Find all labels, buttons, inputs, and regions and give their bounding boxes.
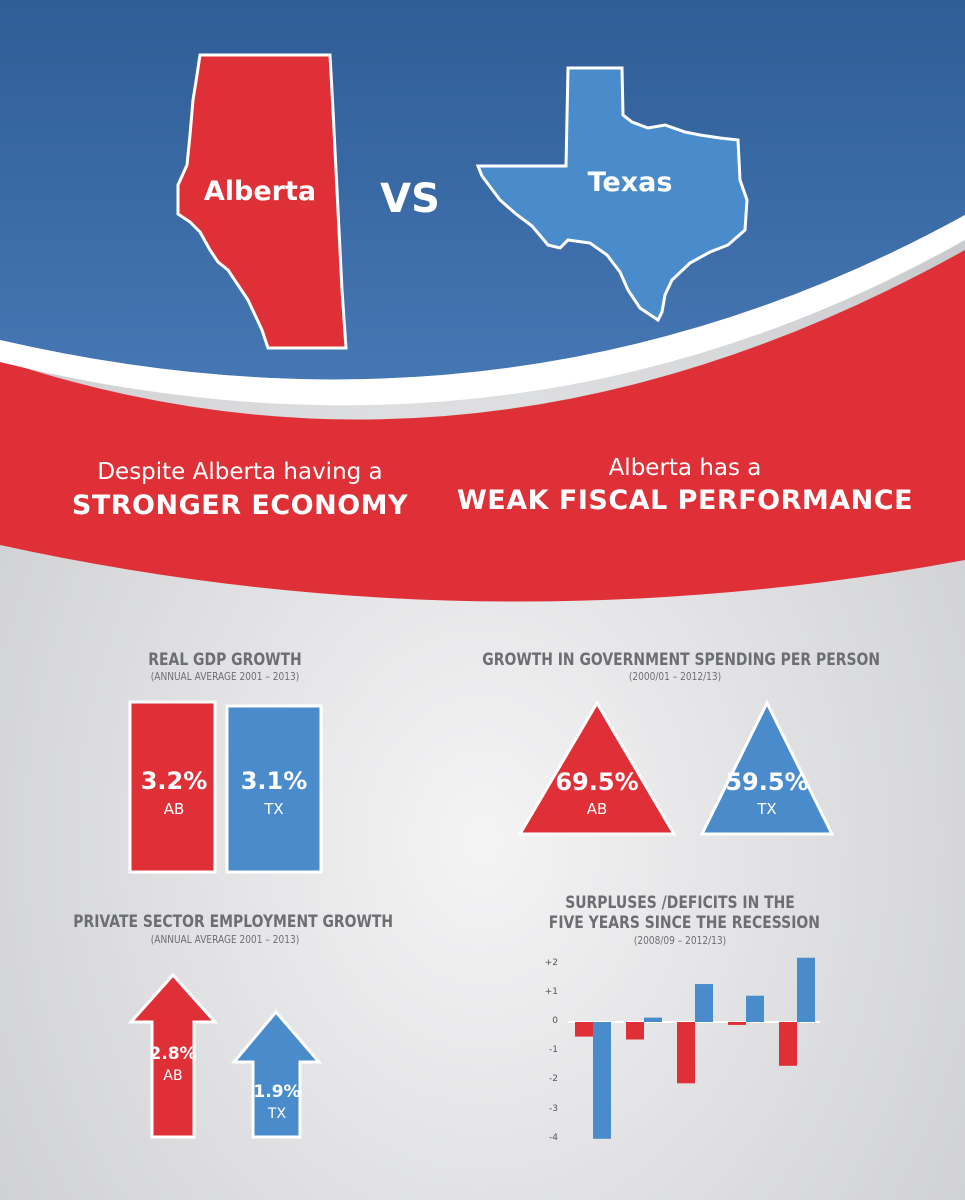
deficit-bar-s0-3	[728, 1022, 746, 1025]
employment-value-tx: 1.9%	[253, 1082, 301, 1102]
deficit-bar-s1-4	[797, 957, 815, 1022]
spending-chart-subtitle: (2000/01 – 2012/13)	[628, 670, 722, 683]
deficit-bar-s0-1	[626, 1022, 644, 1040]
deficit-tick-label: -2	[549, 1074, 558, 1085]
texas-label: Texas	[587, 167, 673, 198]
deficit-bar-s1-0	[593, 1022, 611, 1139]
gdp-chart-subtitle: (ANNUAL AVERAGE 2001 – 2013)	[150, 670, 300, 683]
deficit-bar-s1-3	[746, 995, 764, 1022]
spending-value-ab: 69.5%	[555, 768, 639, 796]
gdp-bar-ab	[128, 700, 217, 874]
employment-chart-title: PRIVATE SECTOR EMPLOYMENT GROWTH	[73, 912, 394, 932]
spending-category-tx: TX	[757, 800, 777, 818]
spending-chart-title: GROWTH IN GOVERNMENT SPENDING PER PERSON	[482, 650, 881, 670]
deficit-bar-s0-4	[779, 1022, 797, 1066]
gdp-chart-title: REAL GDP GROWTH	[148, 650, 302, 670]
vs-label: VS	[380, 176, 440, 222]
spending-category-ab: AB	[586, 800, 608, 818]
deficit-bar-s1-1	[644, 1017, 662, 1022]
deficit-bar-s0-0	[575, 1022, 593, 1037]
gdp-category-ab: AB	[163, 800, 185, 818]
gdp-value-tx: 3.1%	[240, 767, 308, 795]
banner-right-line2: WEAK FISCAL PERFORMANCE	[456, 485, 914, 516]
employment-category-ab: AB	[163, 1068, 183, 1084]
deficit-tick-label: -1	[549, 1045, 558, 1056]
employment-value-ab: 2.8%	[149, 1044, 197, 1064]
deficit-chart-title-line2: FIVE YEARS SINCE THE RECESSION	[548, 913, 820, 933]
banner-right-line1: Alberta has a	[608, 455, 762, 481]
banner-left-line1: Despite Alberta having a	[97, 459, 383, 485]
spending-triangle-tx	[699, 699, 835, 836]
spending-value-tx: 59.5%	[725, 768, 809, 796]
deficit-chart-title-line1: SURPLUSES /DEFICITS IN THE	[565, 893, 795, 913]
alberta-label: Alberta	[203, 176, 317, 207]
employment-chart-subtitle: (ANNUAL AVERAGE 2001 – 2013)	[150, 933, 300, 946]
gdp-category-tx: TX	[264, 800, 284, 818]
gdp-value-ab: 3.2%	[140, 767, 208, 795]
alberta-map-shape	[176, 53, 348, 350]
deficit-chart	[568, 957, 820, 1139]
employment-category-tx: TX	[267, 1106, 287, 1122]
deficit-chart-subtitle: (2008/09 – 2012/13)	[633, 934, 727, 947]
red-band	[0, 250, 965, 602]
deficit-tick-label: 0	[552, 1016, 558, 1026]
deficit-tick-label: +1	[544, 986, 558, 997]
deficit-tick-label: +2	[544, 957, 558, 968]
white-swoosh	[0, 215, 965, 406]
banner-left-line2: STRONGER ECONOMY	[71, 490, 409, 521]
deficit-tick-label: -4	[549, 1132, 558, 1143]
gdp-bar-tx	[225, 704, 323, 874]
employment-arrow-ab	[127, 972, 219, 1139]
deficit-bar-s0-2	[677, 1022, 695, 1084]
deficit-bar-s1-2	[695, 984, 713, 1022]
employment-arrow-tx	[230, 1009, 323, 1139]
spending-triangle-ab	[517, 700, 677, 836]
texas-map-shape	[475, 66, 749, 323]
deficit-tick-label: -3	[549, 1103, 558, 1114]
